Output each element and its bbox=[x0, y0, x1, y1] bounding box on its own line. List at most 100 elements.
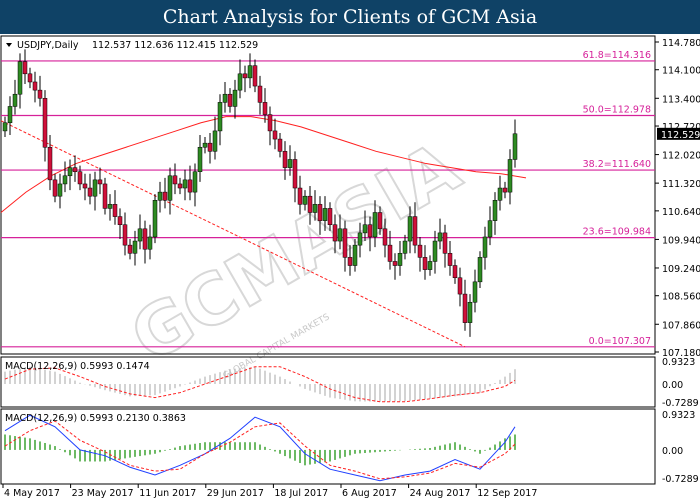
candle-body bbox=[62, 175, 68, 185]
candle-body bbox=[302, 195, 308, 205]
macd2-tick-label: 0.00 bbox=[662, 446, 683, 457]
candle-body bbox=[412, 216, 418, 246]
candle-body bbox=[142, 228, 148, 250]
candle-body bbox=[482, 236, 488, 258]
candle-body bbox=[447, 253, 453, 266]
candle-body bbox=[87, 187, 93, 197]
candle-body bbox=[242, 73, 248, 79]
y-tick-label: 112.720 bbox=[662, 122, 700, 133]
candle-body bbox=[492, 200, 498, 221]
candle-body bbox=[202, 142, 208, 148]
candle-body bbox=[377, 212, 383, 230]
x-tick-label: 6 Aug 2017 bbox=[342, 488, 397, 499]
candle-body bbox=[437, 232, 443, 242]
candle-body bbox=[222, 93, 228, 103]
candle-body bbox=[132, 240, 138, 254]
candle-body bbox=[247, 65, 253, 79]
candle-body bbox=[312, 204, 318, 213]
candle-body bbox=[187, 179, 193, 193]
candle-body bbox=[502, 187, 508, 193]
y-tick-label: 110.640 bbox=[662, 207, 700, 218]
candle-body bbox=[82, 183, 88, 189]
candle-body bbox=[217, 102, 223, 132]
candle-body bbox=[347, 257, 353, 266]
macd2-main-line bbox=[4, 414, 516, 482]
candle-body bbox=[237, 73, 243, 91]
macd2-label: MACD(12,26,9) 0.5993 0.2130 0.3863 bbox=[5, 413, 186, 424]
candle-body bbox=[157, 191, 163, 201]
candle-body bbox=[402, 240, 408, 254]
candle-body bbox=[172, 175, 178, 185]
candle-body bbox=[427, 261, 433, 270]
macd1-tick-label: 0.9323 bbox=[662, 357, 695, 368]
candle-body bbox=[362, 224, 368, 234]
candle-body bbox=[317, 204, 323, 221]
candle-body bbox=[442, 232, 448, 254]
candle-body bbox=[372, 212, 378, 238]
candle-body bbox=[352, 244, 358, 266]
fib-label: 61.8=114.316 bbox=[583, 50, 651, 61]
x-tick-label: 4 May 2017 bbox=[4, 488, 60, 499]
macd2-signal-line bbox=[4, 420, 516, 480]
y-tick-label: 108.560 bbox=[662, 292, 700, 303]
candle-body bbox=[102, 183, 108, 209]
candle-body bbox=[67, 167, 73, 177]
dropdown-triangle-icon[interactable] bbox=[6, 43, 12, 47]
candle-body bbox=[397, 253, 403, 266]
candle-body bbox=[112, 204, 118, 217]
candle-body bbox=[422, 257, 428, 270]
candle-body bbox=[52, 179, 58, 197]
candle-body bbox=[177, 183, 183, 189]
candle-body bbox=[97, 179, 103, 185]
candle-body bbox=[327, 208, 333, 225]
macd2-panel-frame bbox=[0, 408, 656, 485]
y-tick-label: 107.180 bbox=[662, 348, 700, 359]
candle-body bbox=[497, 187, 503, 201]
candle-body bbox=[392, 261, 398, 266]
x-tick-label: 29 Jun 2017 bbox=[207, 488, 264, 499]
y-tick-label: 109.940 bbox=[662, 235, 700, 246]
candle-body bbox=[467, 301, 473, 323]
macd1-tick-label: 0.00 bbox=[662, 380, 683, 391]
candle-body bbox=[47, 146, 53, 181]
x-tick-label: 12 Sep 2017 bbox=[477, 488, 537, 499]
moving-average-line bbox=[0, 116, 527, 213]
fib-label: 38.2=111.640 bbox=[583, 159, 651, 170]
macd1-signal-line bbox=[4, 366, 516, 403]
candle-body bbox=[7, 106, 13, 124]
candle-body bbox=[27, 73, 33, 83]
candle-body bbox=[32, 81, 38, 91]
candle-body bbox=[512, 133, 518, 160]
fib-label: 0.0=107.307 bbox=[589, 336, 651, 347]
candle-body bbox=[282, 151, 288, 168]
macd2-tick-label: 0.9323 bbox=[662, 410, 695, 421]
macd1-panel-frame bbox=[0, 356, 656, 408]
candle-body bbox=[257, 85, 263, 103]
y-tick-label: 114.100 bbox=[662, 66, 700, 77]
candle-body bbox=[472, 281, 478, 303]
candle-body bbox=[297, 187, 303, 205]
candle-body bbox=[357, 232, 363, 246]
candle-body bbox=[307, 195, 313, 213]
y-tick-label: 112.020 bbox=[662, 151, 700, 162]
candle-body bbox=[382, 228, 388, 246]
y-tick-label: 107.860 bbox=[662, 320, 700, 331]
candle-body bbox=[162, 191, 168, 201]
candle-body bbox=[12, 93, 18, 107]
candle-body bbox=[277, 138, 283, 152]
candle-body bbox=[72, 167, 78, 172]
candle-body bbox=[292, 159, 298, 189]
candle-body bbox=[337, 228, 343, 242]
y-tick-label: 109.240 bbox=[662, 264, 700, 275]
fib-label: 50.0=112.978 bbox=[583, 105, 651, 116]
candle-body bbox=[57, 183, 63, 197]
page-title: Chart Analysis for Clients of GCM Asia bbox=[0, 0, 700, 34]
main-panel-frame bbox=[0, 35, 656, 355]
candle-body bbox=[387, 244, 393, 262]
candle-body bbox=[227, 93, 233, 107]
candle-body bbox=[287, 159, 293, 168]
candle-body bbox=[252, 65, 258, 87]
x-tick-label: 11 Jun 2017 bbox=[139, 488, 196, 499]
candle-body bbox=[272, 130, 278, 140]
